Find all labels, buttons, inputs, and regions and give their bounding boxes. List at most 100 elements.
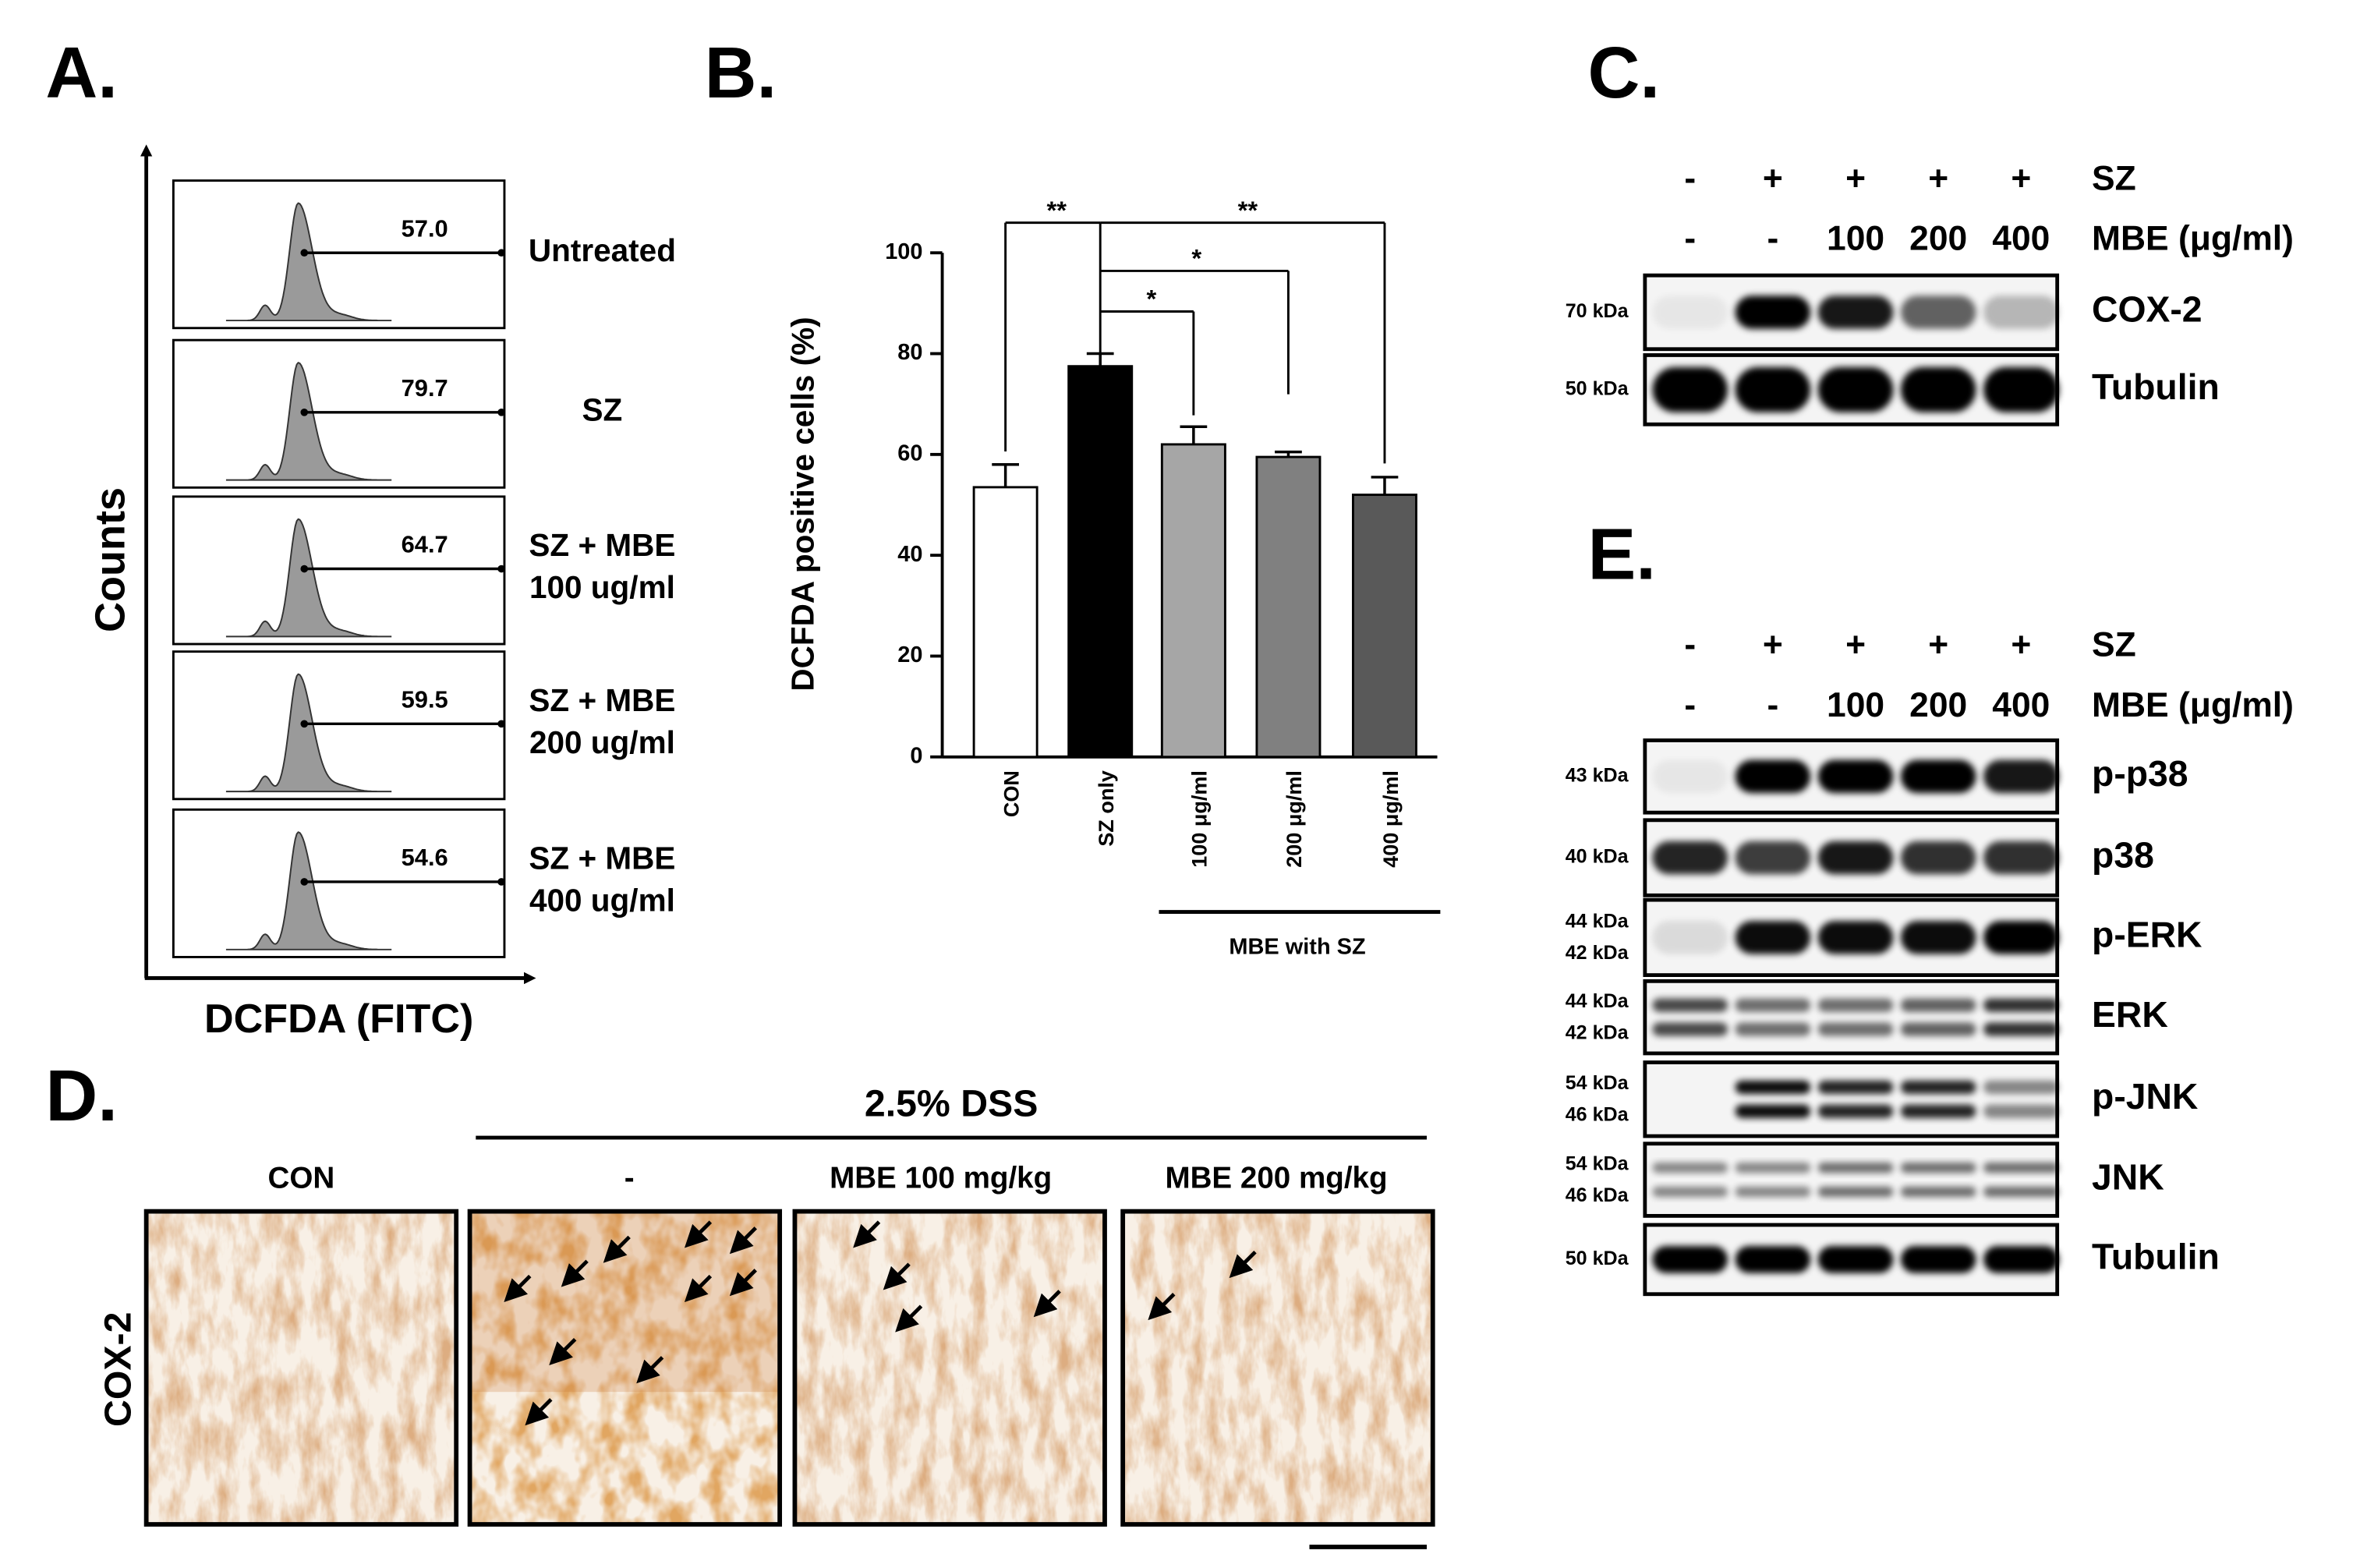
band [1652, 1245, 1728, 1273]
arrow [729, 1269, 757, 1297]
blot [1643, 1141, 2060, 1218]
band [1735, 296, 1811, 329]
row-label: COX-2 [97, 1312, 140, 1427]
arrow [1033, 1290, 1061, 1318]
x-tick-label: CON [1000, 770, 1023, 817]
column-label: CON [268, 1161, 335, 1195]
band [1900, 921, 1976, 954]
lane-label: - [1684, 220, 1696, 258]
marker-label: 50 kDa [1566, 1248, 1629, 1269]
marker-label: 42 kDa [1566, 1021, 1629, 1043]
lane-label: + [1928, 159, 1948, 197]
band [1652, 1022, 1728, 1036]
marker-label: 46 kDa [1566, 1104, 1629, 1126]
band [1983, 1022, 2059, 1036]
marker-label: 43 kDa [1566, 764, 1629, 786]
panel-label: C. [1588, 32, 1661, 113]
arrow [1229, 1251, 1257, 1279]
tissue [1123, 1211, 1433, 1525]
bar [972, 486, 1038, 759]
gate-value: 64.7 [402, 531, 448, 558]
gate-value: 79.7 [402, 374, 448, 402]
sample-label: SZ + MBE [529, 682, 675, 718]
band [1652, 366, 1728, 412]
blot-label: p-p38 [2092, 753, 2188, 794]
marker-label: 46 kDa [1566, 1184, 1629, 1206]
significance: * [1146, 285, 1156, 313]
blot-label: p38 [2092, 834, 2154, 875]
lane-label: + [1763, 626, 1783, 664]
band [1900, 1104, 1976, 1118]
histogram [225, 831, 392, 950]
lane-label: - [1684, 626, 1696, 664]
lane-label: + [1845, 159, 1866, 197]
band [1652, 1186, 1728, 1198]
gate-value: 57.0 [402, 214, 448, 242]
band [1735, 841, 1811, 875]
blot [1643, 979, 2060, 1056]
arrow [729, 1226, 757, 1255]
marker-label: 54 kDa [1566, 1072, 1629, 1094]
marker-label: 44 kDa [1566, 911, 1629, 933]
x-tick-label: 200 μg/ml [1283, 770, 1306, 868]
lane-label: 400 [1992, 686, 2050, 724]
y-tick-label: 60 [897, 441, 922, 465]
lane-label: - [1767, 220, 1779, 258]
gate-end [497, 408, 505, 416]
blot [1643, 1060, 2060, 1138]
axis-label: Counts [87, 487, 133, 632]
band [1900, 296, 1976, 329]
band [1817, 1162, 1894, 1173]
gate-end [300, 878, 309, 886]
histogram-frame [172, 650, 506, 801]
band [1735, 1245, 1811, 1273]
sample-label: 200 ug/ml [529, 724, 675, 760]
panel-label: B. [705, 32, 777, 113]
bar [1255, 455, 1322, 759]
band [1817, 921, 1894, 954]
arrow [636, 1356, 664, 1384]
band [1983, 1245, 2059, 1273]
gate-end [300, 565, 309, 573]
sample-label: SZ + MBE [529, 841, 675, 876]
blot-label: Tubulin [2092, 366, 2220, 407]
gate-end [497, 565, 505, 573]
blot-label: Tubulin [2092, 1237, 2220, 1277]
blot-label: JNK [2092, 1156, 2164, 1197]
band [1900, 1186, 1976, 1198]
band [1817, 296, 1894, 329]
band [1652, 1162, 1728, 1173]
panel-label: D. [45, 1055, 118, 1136]
lane-label: - [1767, 686, 1779, 724]
histogram [225, 361, 392, 481]
lane-label: - [1684, 686, 1696, 724]
marker-label: 54 kDa [1566, 1152, 1629, 1174]
image-frame [143, 1209, 459, 1527]
histogram [225, 518, 392, 638]
x-tick-label: 100 μg/ml [1188, 770, 1212, 868]
band [1817, 1022, 1894, 1036]
band [1817, 1186, 1894, 1198]
gate-value: 54.6 [402, 844, 448, 871]
significance: ** [1238, 196, 1258, 225]
lane-label: 200 [1909, 220, 1967, 258]
y-tick-label: 80 [897, 340, 922, 365]
arrow [603, 1235, 631, 1263]
blot-label: COX-2 [2092, 289, 2203, 330]
image-frame [467, 1209, 783, 1527]
treatment-label: SZ [2092, 626, 2136, 664]
band [1983, 1186, 2059, 1198]
lane-label: + [2011, 159, 2031, 197]
band [1652, 759, 1728, 794]
x-tick-label: 400 μg/ml [1379, 770, 1403, 868]
significance: ** [1046, 196, 1067, 225]
column-label: MBE 100 mg/kg [830, 1161, 1052, 1195]
arrow [895, 1304, 923, 1333]
arrow [684, 1274, 713, 1302]
histogram-frame [172, 808, 506, 958]
lane-label: 200 [1909, 686, 1967, 724]
band [1900, 1080, 1976, 1095]
arrow [853, 1220, 881, 1248]
tissue [794, 1211, 1106, 1525]
